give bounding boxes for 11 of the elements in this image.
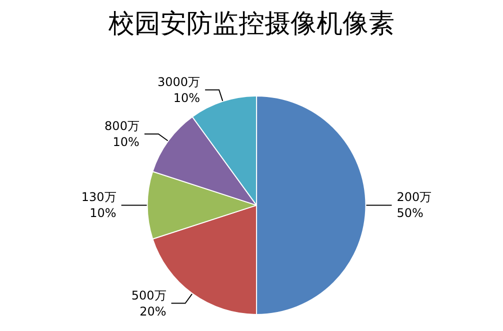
slice-label: 800万 bbox=[104, 118, 140, 133]
data-label: 50% bbox=[396, 206, 424, 220]
data-label: 20% bbox=[140, 304, 166, 318]
slice-label: 3000万 bbox=[158, 74, 200, 89]
chart-title: 校园安防监控摄像机像素 bbox=[108, 9, 394, 39]
data-label: 10% bbox=[173, 90, 200, 105]
data-label: 10% bbox=[112, 134, 140, 149]
slice-label: 130万 bbox=[81, 190, 116, 204]
slice-label: 200万 bbox=[396, 190, 432, 204]
data-label: 10% bbox=[90, 206, 116, 220]
slice-label: 500万 bbox=[131, 288, 166, 302]
